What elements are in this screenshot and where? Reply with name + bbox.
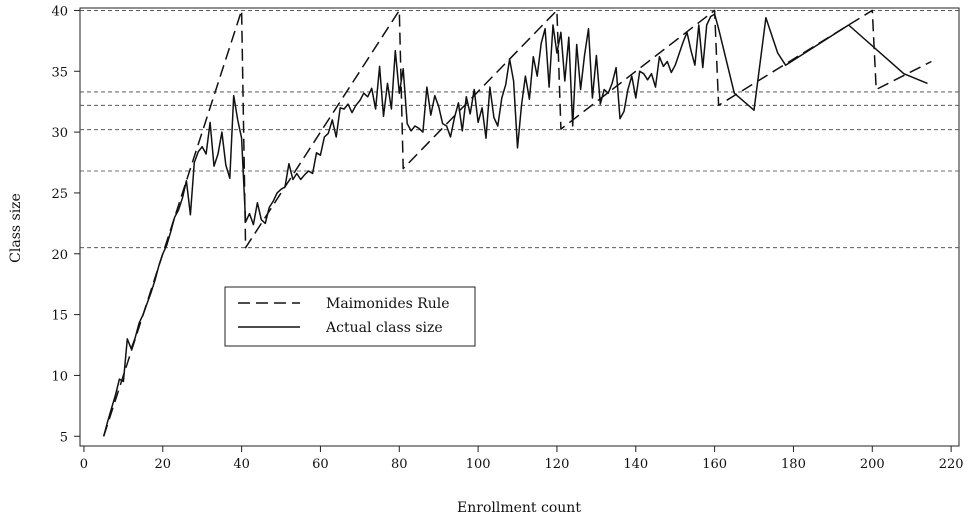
y-tick-label-4: 25 [51, 187, 68, 202]
x-tick-label-8: 160 [702, 457, 727, 472]
legend: Maimonides Rule Actual class size [224, 286, 476, 347]
x-tick-label-1: 20 [155, 457, 172, 472]
legend-label-actual: Actual class size [325, 320, 443, 336]
y-axis: 5 10 15 20 25 30 35 40 [51, 4, 80, 445]
legend-box [224, 286, 476, 347]
legend-label-maimonides: Maimonides Rule [326, 296, 450, 312]
x-tick-label-9: 180 [781, 457, 806, 472]
y-tick-label-0: 5 [60, 430, 68, 445]
series-line-actual-class-size [102, 13, 928, 437]
x-tick-label-4: 80 [391, 457, 408, 472]
y-tick-label-3: 20 [51, 248, 68, 263]
x-tick-label-0: 0 [80, 457, 88, 472]
y-tick-label-7: 40 [51, 4, 68, 19]
y-tick-label-5: 30 [51, 126, 68, 141]
x-tick-label-7: 140 [623, 457, 648, 472]
x-axis: 0 20 40 60 80 100 120 140 160 180 200 220 [80, 446, 964, 472]
x-tick-label-3: 60 [312, 457, 329, 472]
x-tick-label-5: 100 [466, 457, 491, 472]
y-tick-label-1: 10 [51, 369, 68, 384]
series-line-maimonides-rule [102, 9, 932, 437]
series-layer [102, 9, 932, 437]
x-tick-label-2: 40 [233, 457, 250, 472]
y-tick-label-2: 15 [51, 309, 68, 324]
y-tick-label-6: 35 [51, 65, 68, 80]
x-tick-label-11: 220 [939, 457, 964, 472]
y-axis-title: Class size [8, 193, 24, 263]
x-tick-label-6: 120 [545, 457, 570, 472]
x-axis-title: Enrollment count [457, 500, 581, 516]
plot-frame [79, 7, 960, 447]
x-tick-label-10: 200 [860, 457, 885, 472]
